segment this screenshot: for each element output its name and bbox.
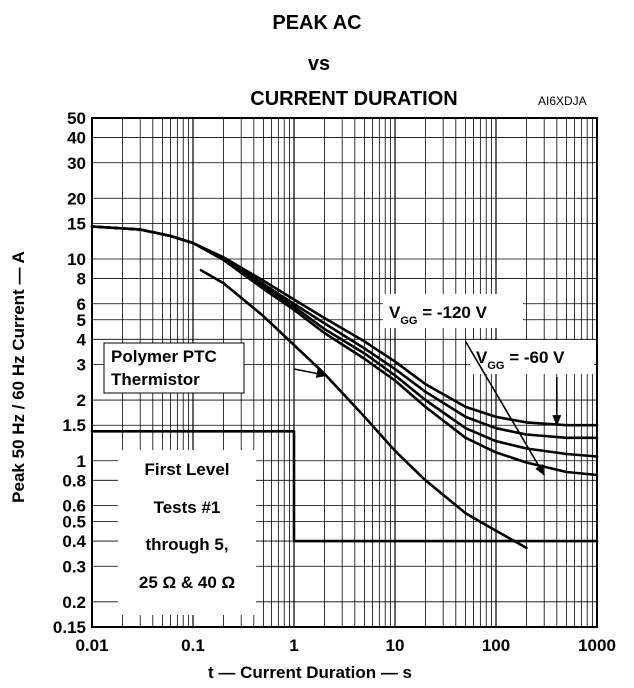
- y-tick-label: 0.8: [62, 471, 86, 490]
- y-tick-label: 2: [77, 391, 86, 410]
- annotation-line: Polymer PTC: [111, 347, 217, 366]
- y-tick-label: 1.5: [62, 416, 86, 435]
- series-line-2: [90, 225, 599, 440]
- y-tick-label: 0.3: [62, 557, 86, 576]
- chart-title-line-1: PEAK AC: [272, 12, 362, 34]
- y-tick-label: 15: [67, 214, 86, 233]
- annotation-arrow-3: [293, 368, 328, 378]
- y-tick-label: 40: [67, 129, 86, 148]
- y-tick-label: 30: [67, 154, 86, 173]
- annotation-bg: [118, 450, 256, 615]
- y-tick-label: 3: [77, 356, 86, 375]
- annotation-line: through 5,: [145, 535, 228, 554]
- y-tick-label: 0.4: [62, 532, 86, 551]
- annotation-arrow-1: [464, 341, 545, 476]
- annotation-vgg-120: VGG = -120 V: [383, 294, 523, 328]
- series-line-6: [90, 429, 599, 543]
- annotation-text: VGG = -60 V: [476, 348, 565, 372]
- x-tick-label: 0.01: [75, 636, 108, 655]
- annotation-bg: [470, 340, 594, 374]
- y-tick-label: 1: [77, 452, 86, 471]
- y-tick-label: 0.2: [62, 593, 86, 612]
- x-tick-label: 1000: [578, 636, 616, 655]
- chart-title-line-3: CURRENT DURATION: [250, 88, 458, 110]
- chart-title-line-2: vs: [307, 53, 331, 75]
- annotation-text: VGG = -120 V: [389, 303, 488, 327]
- y-tick-label: 0.6: [62, 497, 86, 516]
- x-tick-label: 100: [482, 636, 510, 655]
- x-tick-label: 0.1: [181, 636, 205, 655]
- x-tick-label: 10: [386, 636, 405, 655]
- annotation-vgg-60: VGG = -60 V: [470, 340, 594, 374]
- series-line-5: [199, 268, 528, 550]
- plot-frame: [91, 117, 598, 628]
- annotation-line: Thermistor: [111, 370, 200, 389]
- y-tick-label: 50: [67, 109, 86, 128]
- annotation-box: [103, 342, 245, 394]
- annotation-line: Tests #1: [154, 498, 221, 517]
- y-tick-label: 6: [77, 295, 86, 314]
- y-tick-label: 5: [77, 311, 86, 330]
- y-tick-label: 20: [67, 189, 86, 208]
- annotation-line: 25 Ω & 40 Ω: [139, 573, 235, 592]
- y-axis-label: Peak 50 Hz / 60 Hz Current — A: [9, 251, 28, 503]
- y-tick-label: 0.15: [53, 618, 86, 637]
- annotation-ptc-thermistor: Polymer PTC Thermistor: [103, 342, 245, 394]
- annotation-arrows: [293, 341, 562, 476]
- x-tick-label: 1: [289, 636, 298, 655]
- annotation-bg: [383, 294, 523, 328]
- tick-labels: 0.01 0.1 1 10 100 10000.150.20.30.40.50.60.81…: [53, 109, 616, 655]
- y-tick-label: 4: [77, 330, 87, 349]
- figure-code: AI6XDJA: [538, 94, 587, 108]
- x-axis-label: t — Current Duration — s: [208, 663, 412, 682]
- y-tick-label: 8: [77, 270, 86, 289]
- series-group: [90, 225, 599, 550]
- annotation-line: First Level: [144, 460, 229, 479]
- series-line-4: [90, 225, 599, 477]
- y-tick-label: 10: [67, 250, 86, 269]
- annotation-first-level-tests: First Level Tests #1 through 5, 25 Ω & 4…: [118, 450, 256, 615]
- y-tick-label: 0.5: [62, 513, 86, 532]
